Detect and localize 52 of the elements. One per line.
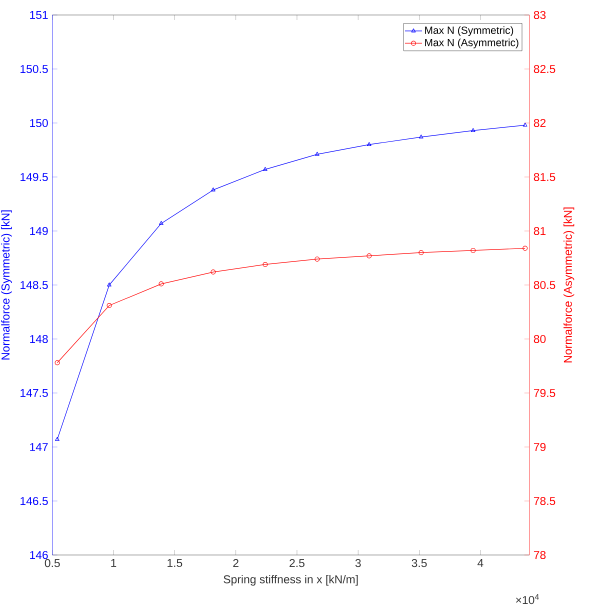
y2-tick-label: 81.5	[534, 172, 556, 182]
y-tick-label: 146	[30, 550, 48, 560]
y-tick-label: 151	[30, 11, 48, 19]
y2-tick-label: 82	[534, 118, 546, 128]
y-tick-label: 147	[30, 443, 48, 451]
y-tick-label: 149	[30, 226, 48, 236]
point	[210, 270, 216, 275]
y2-tick-label: 82.5	[534, 64, 556, 74]
y2-axis-title: Normalforce (Asymmetric) [kN]	[563, 208, 574, 362]
y-axis-title: Normalforce (Symmetric) [kN]	[0, 210, 12, 360]
y-tick-label: 150	[30, 118, 48, 128]
y2-tick-label: 80	[534, 334, 546, 344]
legend-label: Max N (Asymmetric)	[424, 38, 518, 48]
x-tick-label: 2.5	[289, 559, 304, 568]
y-tick-label: 148	[30, 334, 48, 344]
x-tick-label: 2	[233, 559, 238, 568]
y2-tick-label: 78	[534, 550, 546, 560]
x-tick-label: 3	[355, 559, 361, 568]
point	[418, 134, 424, 138]
point	[366, 253, 372, 258]
x-tick-label: 1	[111, 559, 116, 567]
y-tick-label: 149.5	[20, 172, 48, 182]
x-tick-label: 0.5	[44, 559, 60, 568]
legend-label: Max N (Symmetric)	[424, 26, 513, 36]
y-tick-label: 147.5	[20, 389, 48, 397]
text: ×10$^{4}$	[516, 594, 539, 604]
point	[106, 303, 112, 308]
y2-tick-label: 78.5	[534, 496, 556, 506]
point	[262, 166, 268, 171]
y2-tick-label: 79.5	[534, 388, 556, 398]
x-tick-label: 1.5	[167, 559, 182, 568]
y-tick-label: 148.5	[20, 280, 48, 290]
x-tick-label: 4	[477, 559, 484, 567]
x-tick-label: 3.5	[412, 559, 427, 568]
point	[314, 256, 320, 262]
y-tick-label: 146.5	[20, 496, 48, 506]
x-axis-title: Spring stiffness in x [kN/m]	[224, 574, 358, 586]
point	[158, 220, 164, 225]
point	[470, 248, 476, 253]
y2-tick-label: 81	[534, 226, 546, 236]
point	[366, 142, 372, 146]
point	[262, 262, 268, 267]
y2-tick-label: 80.5	[534, 280, 556, 290]
point	[158, 281, 164, 286]
point	[314, 152, 320, 156]
y2-tick-label: 79	[534, 442, 546, 452]
point	[470, 128, 476, 132]
y-tick-label: 150.5	[20, 64, 48, 74]
y2-tick-label: 83	[534, 10, 546, 20]
point	[106, 282, 112, 286]
point	[418, 250, 424, 256]
point	[210, 187, 216, 192]
